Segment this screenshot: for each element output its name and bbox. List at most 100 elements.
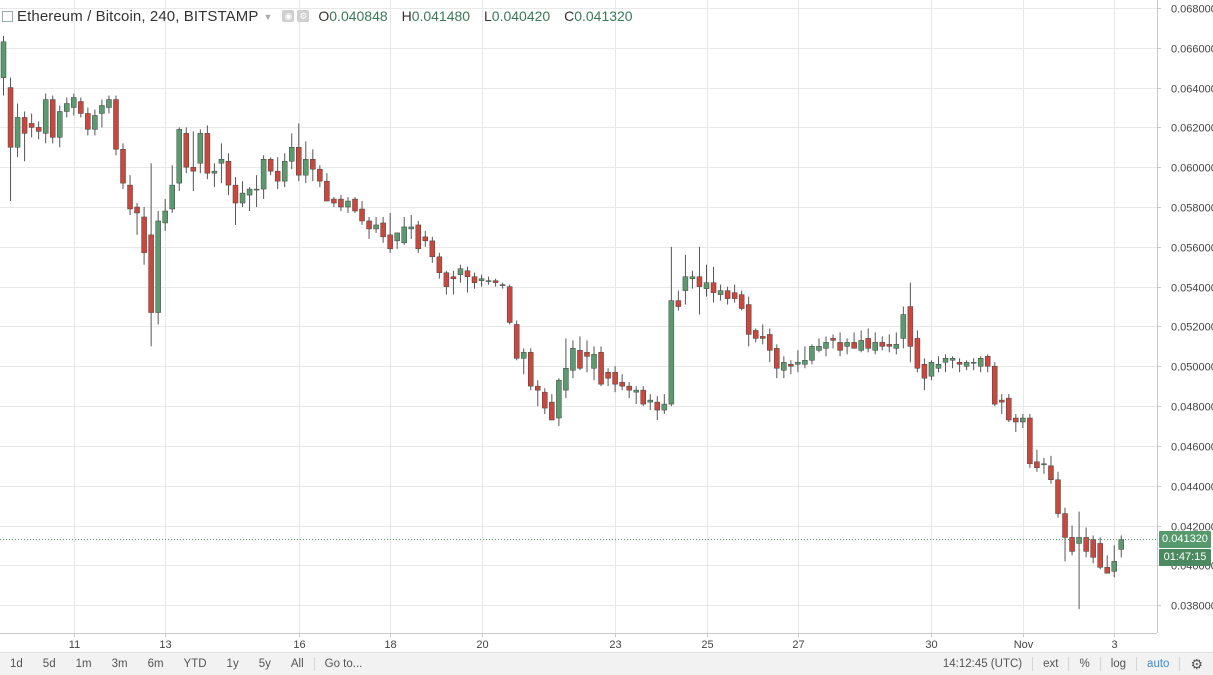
settings-icon[interactable]: ⚙ bbox=[297, 10, 310, 22]
candle-body bbox=[724, 290, 731, 299]
candle bbox=[331, 197, 337, 208]
y-tick-label: 0.052000 bbox=[1171, 322, 1213, 334]
candle bbox=[605, 368, 611, 387]
candlestick-chart[interactable]: 0.068000 0.066000 0.064000 0.062000 0.060000… bbox=[0, 0, 1213, 652]
candle-body bbox=[542, 391, 548, 409]
candle-body bbox=[654, 401, 661, 411]
candle bbox=[239, 181, 246, 208]
bar-countdown-tag: 01:47:15 bbox=[1159, 549, 1211, 566]
x-tick-label: 30 bbox=[925, 639, 937, 651]
candle bbox=[570, 340, 576, 379]
range-3m-button[interactable]: 3m bbox=[111, 658, 128, 670]
candle bbox=[401, 216, 407, 245]
y-tick-label: 0.068000 bbox=[1171, 4, 1213, 16]
visibility-icon[interactable]: ◉ bbox=[282, 10, 295, 22]
symbol-square-icon[interactable] bbox=[2, 10, 13, 22]
goto-button[interactable]: Go to... bbox=[324, 658, 363, 670]
candle-body bbox=[802, 360, 808, 365]
price-axis[interactable]: 0.068000 0.066000 0.064000 0.062000 0.060000… bbox=[1157, 4, 1213, 613]
range-6m-button[interactable]: 6m bbox=[147, 658, 164, 670]
close-value: 0.041320 bbox=[574, 8, 633, 24]
chart-title[interactable]: Ethereum / Bitcoin, 240, BITSTAMP bbox=[17, 7, 259, 25]
candle bbox=[85, 107, 91, 136]
candle-body bbox=[577, 350, 583, 369]
candle-body bbox=[457, 268, 464, 275]
candle bbox=[914, 330, 921, 373]
candle-body bbox=[288, 147, 295, 162]
log-scale-button[interactable]: log bbox=[1110, 658, 1127, 670]
candle-body bbox=[422, 236, 429, 242]
candle bbox=[1020, 414, 1026, 428]
auto-scale-button[interactable]: auto bbox=[1147, 658, 1170, 670]
candle bbox=[464, 266, 471, 293]
candle-body bbox=[879, 342, 885, 347]
candle bbox=[14, 103, 21, 158]
range-1d-button[interactable]: 1d bbox=[10, 658, 23, 670]
extended-hours-button[interactable]: ext bbox=[1043, 658, 1059, 670]
candle bbox=[92, 109, 98, 136]
candle bbox=[935, 356, 942, 373]
candle bbox=[260, 155, 267, 200]
candle-body bbox=[387, 234, 393, 250]
candle bbox=[274, 157, 281, 190]
candle bbox=[767, 328, 773, 363]
candle bbox=[626, 382, 632, 399]
chevron-down-icon[interactable]: ▼ bbox=[263, 12, 273, 22]
candle bbox=[506, 284, 513, 325]
candle bbox=[703, 264, 710, 297]
candle bbox=[366, 216, 372, 239]
candle bbox=[359, 201, 365, 225]
range-1m-button[interactable]: 1m bbox=[75, 658, 92, 670]
candle bbox=[1097, 537, 1103, 570]
candle bbox=[281, 153, 288, 188]
candle-body bbox=[703, 282, 710, 289]
candle-body bbox=[106, 99, 112, 108]
candle-body bbox=[267, 158, 274, 172]
candle bbox=[879, 336, 885, 351]
utc-clock[interactable]: 14:12:45 (UTC) bbox=[942, 658, 1023, 670]
candle bbox=[71, 93, 77, 116]
range-5d-button[interactable]: 5d bbox=[42, 658, 56, 670]
candle bbox=[1104, 555, 1110, 574]
candle-body bbox=[324, 180, 330, 202]
candle bbox=[21, 111, 28, 162]
gear-icon[interactable]: ⚙ bbox=[1190, 655, 1203, 672]
candle bbox=[977, 356, 984, 373]
range-ytd-button[interactable]: YTD bbox=[183, 658, 207, 670]
candle bbox=[837, 332, 843, 357]
range-all-button[interactable]: All bbox=[290, 658, 304, 670]
y-tick-label: 0.064000 bbox=[1171, 84, 1213, 96]
candle bbox=[598, 346, 604, 387]
candle bbox=[1006, 394, 1012, 422]
candle-body bbox=[1118, 539, 1125, 550]
open-key: O bbox=[318, 8, 330, 24]
price-chart[interactable]: 0.068000 0.066000 0.064000 0.062000 0.060000… bbox=[0, 0, 1213, 651]
candle bbox=[232, 177, 239, 225]
candle bbox=[774, 344, 780, 379]
candle-body bbox=[1034, 461, 1040, 469]
candle bbox=[303, 141, 309, 184]
candle bbox=[731, 284, 738, 303]
range-1y-button[interactable]: 1y bbox=[226, 658, 239, 670]
candle-body bbox=[774, 348, 780, 369]
time-axis[interactable]: 11 13 16 18 20 23 25 27 30 Nov 3 bbox=[69, 633, 1118, 651]
candle bbox=[1055, 471, 1061, 518]
candle bbox=[162, 199, 168, 231]
candle-body bbox=[401, 226, 407, 244]
candle bbox=[956, 358, 963, 373]
candle bbox=[991, 362, 998, 407]
candle-body bbox=[92, 115, 98, 130]
candle-body bbox=[752, 330, 759, 339]
range-5y-button[interactable]: 5y bbox=[258, 658, 271, 670]
candle bbox=[549, 394, 555, 421]
candle-body bbox=[21, 117, 28, 134]
percent-scale-button[interactable]: % bbox=[1079, 658, 1090, 670]
x-tick-label: Nov bbox=[1014, 639, 1034, 651]
candle-body bbox=[1048, 465, 1054, 480]
candle bbox=[513, 320, 520, 361]
candle bbox=[577, 336, 583, 371]
candle-body bbox=[619, 381, 625, 387]
candle bbox=[422, 230, 429, 247]
candle bbox=[654, 396, 661, 421]
candle-body bbox=[696, 276, 703, 287]
